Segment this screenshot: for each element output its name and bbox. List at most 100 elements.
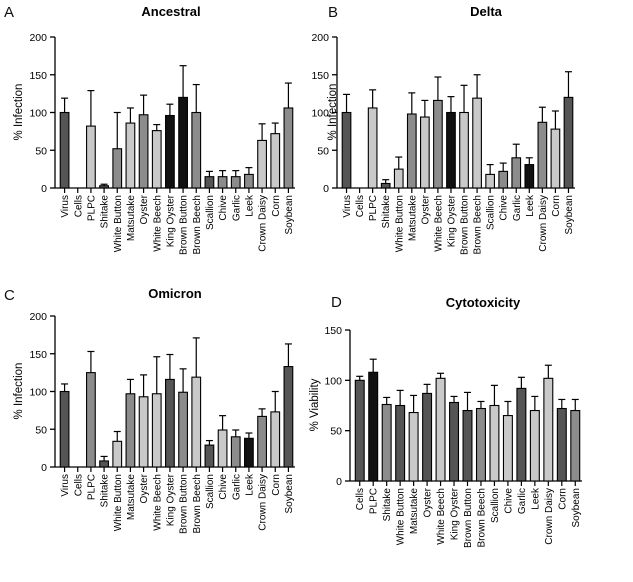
bar bbox=[59, 111, 70, 189]
category-label: Brown Button bbox=[460, 195, 471, 255]
category-label: Chive bbox=[218, 195, 229, 221]
bar bbox=[178, 391, 188, 468]
bar bbox=[408, 411, 419, 482]
bar bbox=[516, 387, 527, 482]
bar bbox=[112, 148, 123, 189]
y-tick-label: 100 bbox=[29, 108, 47, 120]
bar bbox=[570, 409, 581, 482]
bar bbox=[191, 376, 202, 468]
y-tick-label: 100 bbox=[324, 375, 342, 387]
bar bbox=[151, 130, 162, 189]
panel-letter: A bbox=[4, 4, 14, 21]
category-label: PLPC bbox=[368, 195, 379, 221]
bar bbox=[244, 173, 254, 189]
category-label: Shitake bbox=[382, 488, 393, 522]
y-axis-label: % Infection bbox=[13, 363, 25, 420]
category-label: Matsutake bbox=[126, 195, 137, 242]
bar bbox=[257, 415, 267, 468]
category-label: Crown Daisy bbox=[544, 488, 555, 545]
category-label: Shitake bbox=[100, 474, 111, 508]
category-label: White Button bbox=[113, 195, 124, 252]
bar bbox=[393, 168, 404, 189]
category-label: Crown Daisy bbox=[258, 195, 269, 252]
bar bbox=[381, 403, 392, 482]
category-label: Chive bbox=[503, 488, 514, 514]
bar bbox=[449, 401, 460, 482]
category-label: Matsutake bbox=[409, 488, 420, 535]
category-label: King Oyster bbox=[165, 194, 176, 247]
bar bbox=[475, 407, 486, 482]
y-tick-label: 50 bbox=[317, 145, 329, 157]
bar bbox=[244, 437, 254, 468]
bar bbox=[380, 182, 391, 189]
bar bbox=[459, 111, 469, 189]
category-label: Leek bbox=[244, 194, 255, 217]
bar bbox=[138, 396, 149, 468]
bar bbox=[529, 409, 540, 482]
bar bbox=[59, 390, 70, 468]
bar bbox=[191, 111, 202, 189]
y-tick-label: 50 bbox=[330, 426, 342, 438]
y-tick-label: 200 bbox=[29, 32, 47, 44]
category-label: Scallion bbox=[490, 488, 501, 523]
y-tick-label: 200 bbox=[29, 311, 47, 323]
bar bbox=[217, 429, 228, 468]
category-label: White Button bbox=[396, 488, 407, 545]
y-axis-label: % Infection bbox=[13, 84, 25, 141]
bar bbox=[86, 125, 96, 189]
category-label: Brown Button bbox=[179, 474, 190, 534]
bar bbox=[489, 404, 500, 482]
bar bbox=[368, 371, 379, 482]
panel-letter: B bbox=[328, 4, 338, 21]
category-label: Virus bbox=[60, 474, 71, 497]
category-label: White Beech bbox=[152, 195, 163, 252]
bar bbox=[283, 366, 294, 468]
bar bbox=[99, 460, 109, 468]
category-label: Corn bbox=[271, 474, 282, 496]
category-label: Corn bbox=[557, 488, 568, 510]
bar bbox=[406, 113, 417, 189]
bar bbox=[563, 96, 574, 189]
bar bbox=[498, 170, 509, 189]
category-label: Scallion bbox=[205, 474, 216, 509]
category-label: Garlic bbox=[231, 474, 242, 500]
category-label: Garlic bbox=[512, 195, 523, 221]
category-label: Corn bbox=[271, 195, 282, 217]
category-label: Matsutake bbox=[126, 474, 137, 521]
bar bbox=[204, 176, 215, 189]
category-label: White Button bbox=[113, 474, 124, 531]
y-tick-label: 150 bbox=[324, 325, 342, 337]
y-tick-label: 150 bbox=[29, 349, 47, 361]
bar bbox=[230, 176, 241, 189]
bar bbox=[125, 122, 136, 189]
bar bbox=[422, 392, 433, 482]
bar bbox=[367, 107, 378, 189]
category-label: Virus bbox=[342, 195, 353, 218]
y-tick-label: 0 bbox=[41, 183, 47, 195]
bar bbox=[270, 411, 281, 468]
category-label: Corn bbox=[551, 195, 562, 217]
bar bbox=[86, 372, 96, 468]
category-label: PLPC bbox=[369, 488, 380, 514]
bar bbox=[257, 139, 267, 189]
y-tick-label: 100 bbox=[29, 387, 47, 399]
category-label: King Oyster bbox=[450, 487, 461, 540]
category-label: Chive bbox=[218, 474, 229, 500]
category-label: Leek bbox=[530, 487, 541, 510]
category-label: Brown Beech bbox=[192, 474, 203, 533]
y-tick-label: 50 bbox=[35, 424, 47, 436]
bar bbox=[270, 133, 281, 189]
bar bbox=[543, 377, 554, 482]
bar bbox=[341, 111, 352, 189]
bar bbox=[550, 128, 561, 189]
chart-title: Cytotoxicity bbox=[446, 295, 521, 310]
bar bbox=[178, 96, 188, 189]
y-tick-label: 0 bbox=[336, 476, 342, 488]
y-tick-label: 0 bbox=[41, 462, 47, 474]
bar bbox=[204, 444, 215, 468]
category-label: Cells bbox=[73, 195, 84, 217]
